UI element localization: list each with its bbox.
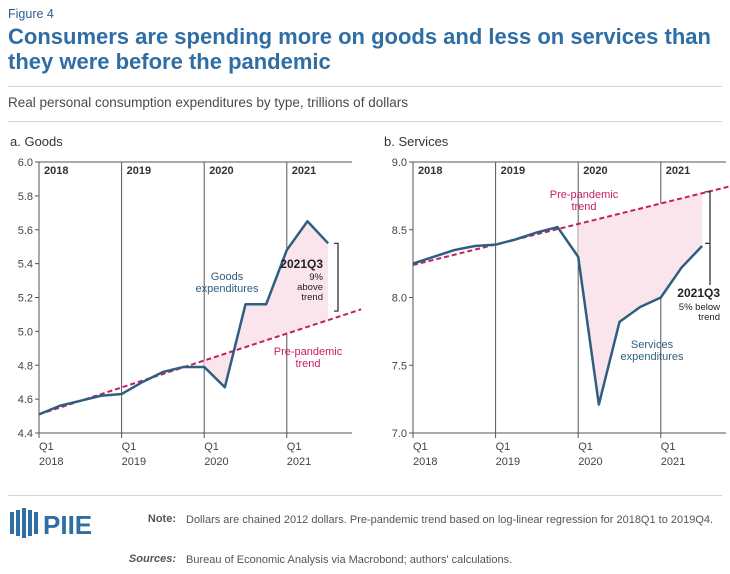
x-tick-label: Q1: [204, 441, 219, 453]
series-line: [38, 220, 330, 416]
x-tick-label: 2019: [122, 456, 146, 468]
x-tick-label: Q1: [496, 441, 511, 453]
year-label: 2020: [583, 165, 607, 177]
x-tick-label: Q1: [661, 441, 676, 453]
trend-label: Pre-pandemic: [274, 346, 343, 358]
gap-title: 2021Q3: [677, 286, 720, 300]
x-tick-label: Q1: [287, 441, 302, 453]
gap-text: above: [297, 282, 323, 293]
y-tick-label: 5.4: [18, 259, 33, 271]
y-tick-label: 4.4: [18, 428, 33, 440]
x-tick-label: Q1: [578, 441, 593, 453]
x-tick-label: Q1: [39, 441, 54, 453]
figure-label: Figure 4: [8, 7, 54, 21]
trend-label: trend: [295, 358, 320, 370]
note-label: Note:: [147, 513, 176, 525]
note-text: Dollars are chained 2012 dollars. Pre-pa…: [186, 514, 714, 526]
y-tick-label: 7.0: [392, 428, 407, 440]
year-label: 2021: [292, 165, 316, 177]
divider-top: [8, 86, 722, 87]
gap-text: trend: [301, 292, 323, 303]
series-label: expenditures: [621, 351, 684, 363]
logo-text: PIIE: [43, 510, 92, 540]
x-tick-label: Q1: [413, 441, 428, 453]
y-tick-label: 5.8: [18, 191, 33, 203]
panel-title: b. Services: [384, 134, 449, 149]
chart-subtitle: Real personal consumption expenditures b…: [8, 95, 408, 110]
building-icon: [10, 508, 38, 538]
gap-title: 2021Q3: [280, 257, 323, 271]
series-label: expenditures: [196, 283, 259, 295]
page-title: Consumers are spending more on goods and…: [8, 24, 711, 74]
gap-shading: [578, 193, 703, 405]
x-tick-label: 2020: [578, 456, 602, 468]
x-tick-label: 2019: [496, 456, 520, 468]
y-tick-label: 9.0: [392, 157, 407, 169]
y-tick-label: 5.6: [18, 225, 33, 237]
sources-label: Sources:: [128, 553, 176, 565]
x-tick-label: 2018: [413, 456, 437, 468]
trend-label: trend: [571, 201, 596, 213]
y-tick-label: 5.0: [18, 326, 33, 338]
panel-title: a. Goods: [10, 134, 63, 149]
x-tick-label: 2020: [204, 456, 228, 468]
gap-bracket: [705, 191, 711, 244]
divider-bottom: [8, 495, 722, 496]
trend-line: [412, 185, 730, 266]
series-label: Services: [631, 339, 674, 351]
y-tick-label: 8.5: [392, 225, 407, 237]
gap-text: 9%: [309, 272, 323, 283]
gap-text: trend: [698, 312, 720, 323]
x-tick-label: 2021: [287, 456, 311, 468]
divider-subtitle: [8, 121, 722, 122]
y-tick-label: 5.2: [18, 293, 33, 305]
y-tick-label: 4.8: [18, 360, 33, 372]
x-tick-label: 2021: [661, 456, 685, 468]
piie-logo: PIIE: [10, 504, 120, 549]
x-tick-label: Q1: [122, 441, 137, 453]
x-tick-label: 2018: [39, 456, 63, 468]
year-label: 2020: [209, 165, 233, 177]
y-tick-label: 8.0: [392, 293, 407, 305]
year-label: 2019: [501, 165, 525, 177]
series-line: [412, 225, 704, 406]
year-label: 2019: [127, 165, 151, 177]
year-label: 2021: [666, 165, 690, 177]
gap-bracket: [334, 242, 339, 312]
sources-text: Bureau of Economic Analysis via Macrobon…: [186, 554, 513, 566]
y-tick-label: 4.6: [18, 394, 33, 406]
y-tick-label: 7.5: [392, 360, 407, 372]
year-label: 2018: [44, 165, 68, 177]
series-label: Goods: [211, 271, 244, 283]
gap-text: 5% below: [679, 302, 720, 313]
trend-label: Pre-pandemic: [550, 189, 619, 201]
year-label: 2018: [418, 165, 442, 177]
y-tick-label: 6.0: [18, 157, 33, 169]
